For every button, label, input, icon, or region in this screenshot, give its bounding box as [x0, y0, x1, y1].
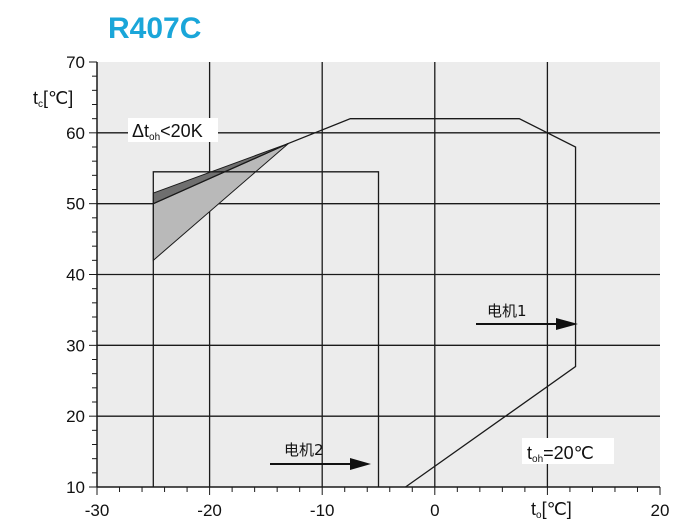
y-tick-label: 30 [66, 336, 85, 355]
motor1-arrow-head [556, 318, 578, 330]
series-line [153, 118, 577, 488]
y-axis-label-unit: [℃] [43, 88, 73, 108]
x-tick-label: -10 [310, 501, 335, 520]
x-tick-label: -20 [197, 501, 222, 520]
x-axis-label-unit: [℃] [542, 499, 572, 519]
y-axis-label: tc[℃] [33, 88, 73, 110]
y-axis-label-main: t [33, 88, 38, 108]
delta-label-prefix: Δt [132, 121, 149, 141]
delta-label-suffix: <20K [160, 121, 203, 141]
toh-label-sub: oh [532, 454, 543, 465]
delta-label-bg [128, 118, 218, 142]
x-axis-label: to[℃] [531, 499, 572, 521]
y-tick-label: 60 [66, 124, 85, 143]
toh-label: toh=20℃ [527, 443, 594, 465]
y-tick-label: 20 [66, 407, 85, 426]
tick-labels: -30 -20 -10 0 20 10 20 30 40 50 60 70 [66, 53, 669, 520]
y-tick-label: 70 [66, 53, 85, 72]
delta-label-sub: oh [149, 132, 160, 143]
x-axis-label-main: t [531, 499, 536, 519]
y-tick-label: 40 [66, 266, 85, 285]
chart-title: R407C [108, 12, 201, 45]
axes [89, 61, 661, 495]
motor2-label: 电机2 [284, 441, 324, 459]
x-tick-label: -30 [85, 501, 110, 520]
y-tick-label: 50 [66, 195, 85, 214]
toh-label-main: t [527, 443, 532, 463]
series-line [152, 171, 380, 487]
toh-label-suffix: =20℃ [543, 443, 594, 463]
y-axis-label-sub: c [38, 99, 43, 110]
x-axis-label-sub: o [536, 510, 542, 521]
x-tick-label: 0 [430, 501, 439, 520]
motor1-label: 电机1 [487, 302, 527, 320]
series [152, 118, 577, 488]
motor2-arrow-head [350, 458, 371, 470]
y-tick-label: 10 [66, 478, 85, 497]
x-tick-label: 20 [651, 501, 670, 520]
toh-label-bg [522, 438, 614, 464]
delta-label: Δtoh<20K [132, 121, 203, 143]
